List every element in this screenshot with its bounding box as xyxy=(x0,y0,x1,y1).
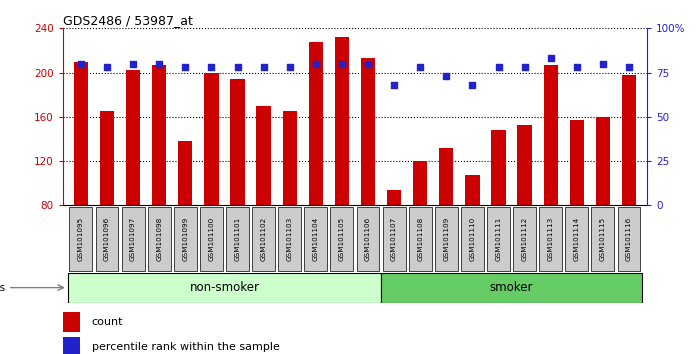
Text: percentile rank within the sample: percentile rank within the sample xyxy=(92,342,280,352)
Text: GSM101106: GSM101106 xyxy=(365,217,371,261)
Point xyxy=(415,64,426,70)
FancyBboxPatch shape xyxy=(278,207,301,271)
Bar xyxy=(413,161,427,205)
FancyBboxPatch shape xyxy=(383,207,406,271)
Bar xyxy=(465,176,480,205)
Text: GSM101112: GSM101112 xyxy=(521,217,528,261)
Point xyxy=(467,82,478,88)
Bar xyxy=(569,120,584,205)
Text: GSM101097: GSM101097 xyxy=(130,217,136,261)
Point xyxy=(441,73,452,79)
Text: GSM101102: GSM101102 xyxy=(260,217,267,261)
Text: GSM101109: GSM101109 xyxy=(443,217,450,261)
Point xyxy=(388,82,400,88)
Bar xyxy=(283,111,297,205)
Text: count: count xyxy=(92,317,123,327)
Point xyxy=(180,64,191,70)
Text: stress: stress xyxy=(0,282,5,293)
FancyBboxPatch shape xyxy=(200,207,223,271)
Text: GSM101095: GSM101095 xyxy=(78,217,84,261)
FancyBboxPatch shape xyxy=(226,207,249,271)
Bar xyxy=(544,65,558,205)
Text: GSM101113: GSM101113 xyxy=(548,217,554,261)
FancyBboxPatch shape xyxy=(409,207,432,271)
Bar xyxy=(361,58,375,205)
Text: GSM101103: GSM101103 xyxy=(287,217,293,261)
Bar xyxy=(256,106,271,205)
Text: GSM101096: GSM101096 xyxy=(104,217,110,261)
Point xyxy=(206,64,217,70)
FancyBboxPatch shape xyxy=(174,207,197,271)
Point xyxy=(284,64,295,70)
Point xyxy=(258,64,269,70)
Bar xyxy=(74,62,88,205)
Text: GSM101100: GSM101100 xyxy=(208,217,214,261)
FancyBboxPatch shape xyxy=(356,207,379,271)
Text: GSM101107: GSM101107 xyxy=(391,217,397,261)
Text: GSM101115: GSM101115 xyxy=(600,217,606,261)
FancyBboxPatch shape xyxy=(148,207,171,271)
Bar xyxy=(126,70,141,205)
Bar xyxy=(63,337,80,354)
FancyBboxPatch shape xyxy=(617,207,640,271)
Point xyxy=(127,61,139,67)
Bar xyxy=(308,42,323,205)
FancyBboxPatch shape xyxy=(592,207,615,271)
Text: GSM101114: GSM101114 xyxy=(574,217,580,261)
Bar xyxy=(387,190,402,205)
Text: GSM101105: GSM101105 xyxy=(339,217,345,261)
Point xyxy=(154,61,165,67)
FancyBboxPatch shape xyxy=(487,207,510,271)
Point xyxy=(624,64,635,70)
Bar xyxy=(335,37,349,205)
FancyBboxPatch shape xyxy=(68,273,381,303)
FancyBboxPatch shape xyxy=(252,207,275,271)
FancyBboxPatch shape xyxy=(435,207,458,271)
FancyBboxPatch shape xyxy=(381,273,642,303)
Bar xyxy=(63,312,80,332)
Text: GSM101099: GSM101099 xyxy=(182,217,189,261)
Bar xyxy=(204,73,219,205)
Point xyxy=(571,64,583,70)
Text: GSM101110: GSM101110 xyxy=(469,217,475,261)
Text: GSM101101: GSM101101 xyxy=(235,217,241,261)
Point xyxy=(597,61,608,67)
Point xyxy=(232,64,243,70)
FancyBboxPatch shape xyxy=(70,207,93,271)
FancyBboxPatch shape xyxy=(331,207,354,271)
Text: GSM101111: GSM101111 xyxy=(496,217,502,261)
Bar xyxy=(517,125,532,205)
FancyBboxPatch shape xyxy=(513,207,536,271)
Point xyxy=(75,61,86,67)
Point xyxy=(336,61,347,67)
FancyBboxPatch shape xyxy=(461,207,484,271)
Bar xyxy=(100,111,114,205)
FancyBboxPatch shape xyxy=(565,207,588,271)
Bar xyxy=(152,65,166,205)
FancyBboxPatch shape xyxy=(95,207,118,271)
FancyBboxPatch shape xyxy=(304,207,327,271)
Point xyxy=(310,61,322,67)
Point xyxy=(519,64,530,70)
Bar xyxy=(491,130,506,205)
FancyBboxPatch shape xyxy=(122,207,145,271)
Point xyxy=(363,61,374,67)
Text: GSM101098: GSM101098 xyxy=(156,217,162,261)
Bar xyxy=(230,79,245,205)
Text: GDS2486 / 53987_at: GDS2486 / 53987_at xyxy=(63,14,193,27)
FancyBboxPatch shape xyxy=(539,207,562,271)
Bar xyxy=(622,75,636,205)
Bar xyxy=(178,141,193,205)
Text: smoker: smoker xyxy=(490,281,533,294)
Text: GSM101104: GSM101104 xyxy=(313,217,319,261)
Point xyxy=(493,64,504,70)
Bar xyxy=(439,148,454,205)
Point xyxy=(102,64,113,70)
Bar xyxy=(596,117,610,205)
Text: non-smoker: non-smoker xyxy=(189,281,260,294)
Text: GSM101116: GSM101116 xyxy=(626,217,632,261)
Text: GSM101108: GSM101108 xyxy=(417,217,423,261)
Point xyxy=(545,56,556,61)
